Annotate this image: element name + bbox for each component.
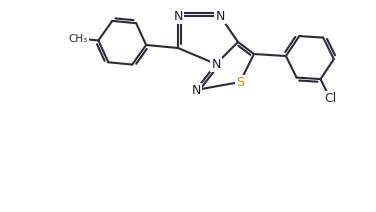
Text: Cl: Cl [324, 92, 337, 105]
Text: N: N [191, 84, 201, 96]
Text: CH₃: CH₃ [69, 33, 88, 44]
Text: N: N [215, 10, 225, 22]
Text: S: S [236, 75, 244, 88]
Text: N: N [173, 10, 183, 22]
Text: N: N [211, 57, 221, 71]
